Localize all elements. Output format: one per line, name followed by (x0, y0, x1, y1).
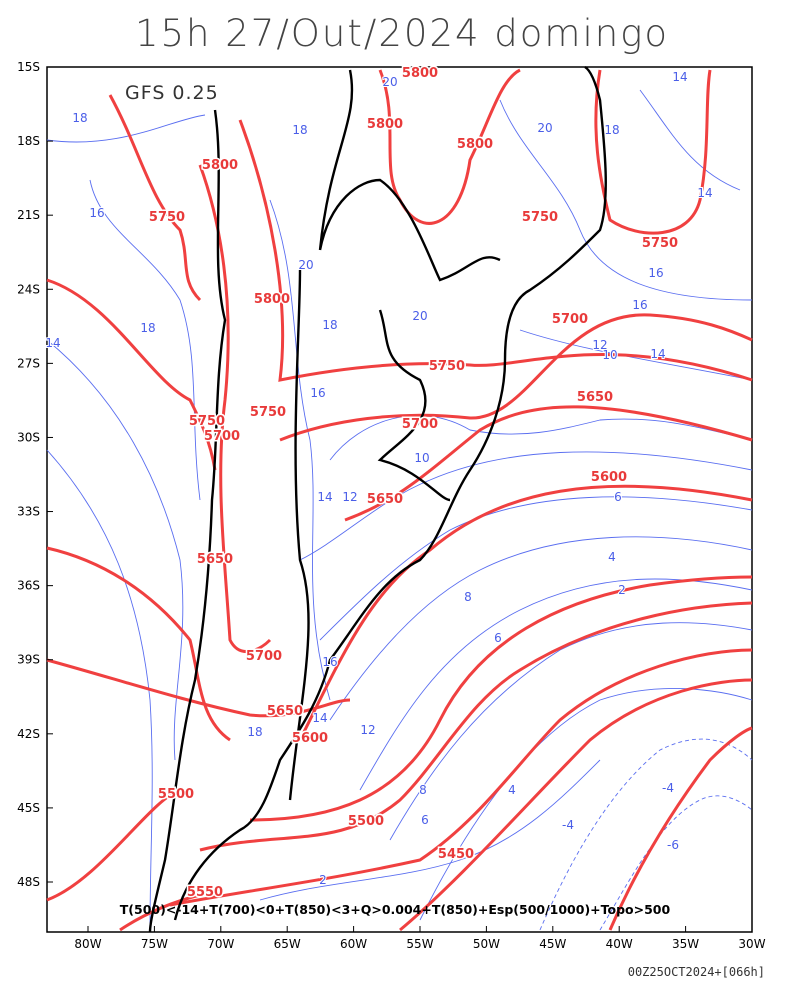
thickness-label: 10 (414, 451, 429, 465)
height-label: 5700 (204, 429, 240, 444)
lat-label: 30S (17, 430, 40, 444)
height-label: 5800 (367, 117, 403, 132)
thickness-label: 20 (412, 309, 427, 323)
height-label: 5750 (250, 405, 286, 420)
lon-label: 65W (274, 937, 301, 951)
lon-label: 70W (207, 937, 234, 951)
thickness-label: 16 (89, 206, 104, 220)
thickness-label: 20 (537, 121, 552, 135)
height-label: 5700 (552, 312, 588, 327)
lat-label: 18S (17, 134, 40, 148)
thickness-label: 12 (360, 723, 375, 737)
lon-label: 35W (672, 937, 699, 951)
thickness-label: 4 (508, 783, 516, 797)
lat-label: 21S (17, 208, 40, 222)
height-label: 5650 (367, 492, 403, 507)
thickness-label: 8 (464, 590, 472, 604)
thickness-label: 2 (618, 583, 626, 597)
height-label: 5750 (149, 210, 185, 225)
thickness-label: 16 (310, 386, 325, 400)
height-label: 5800 (202, 158, 238, 173)
height-label: 5500 (158, 787, 194, 802)
height-label: 5700 (402, 417, 438, 432)
thickness-label: 16 (648, 266, 663, 280)
lat-axis: 15S 18S 21S 24S 27S 30S 33S 36S 39S 42S 45S 48S (17, 60, 53, 889)
thickness-label: 20 (298, 258, 313, 272)
thickness-label: 2 (319, 873, 327, 887)
thickness-label: -6 (667, 838, 679, 852)
lon-label: 55W (406, 937, 433, 951)
thickness-label: 18 (292, 123, 307, 137)
thickness-label: 16 (632, 298, 647, 312)
coastline (148, 65, 607, 933)
thickness-label: 6 (494, 631, 502, 645)
lat-label: 45S (17, 801, 40, 815)
lat-label: 36S (17, 579, 40, 593)
height-label: 5500 (348, 814, 384, 829)
lon-label: 50W (473, 937, 500, 951)
contour-labels: 5800 5800 5800 5800 5800 5750 5750 5750 5750 5750… (44, 65, 713, 902)
thickness-label: 6 (614, 490, 622, 504)
height-label: 5700 (246, 649, 282, 664)
lon-label: 60W (340, 937, 367, 951)
height-label: 5550 (187, 885, 223, 900)
lat-label: 15S (17, 60, 40, 74)
lon-label: 75W (141, 937, 168, 951)
thickness-label: 8 (419, 783, 427, 797)
lon-label: 80W (74, 937, 101, 951)
thickness-label: 18 (247, 725, 262, 739)
footer: 00Z25OCT2024+[066h] (628, 965, 765, 979)
thickness-label: 14 (650, 347, 665, 361)
lat-label: 42S (17, 727, 40, 741)
lat-label: 48S (17, 875, 40, 889)
height-label: 5650 (197, 552, 233, 567)
legend-formula: T(500)<-14+T(700)<0+T(850)<3+Q>0.004+T(8… (120, 902, 671, 917)
thickness-label: 12 (342, 490, 357, 504)
height-label: 5800 (402, 66, 438, 81)
thickness-label: 18 (322, 318, 337, 332)
thickness-label: 6 (421, 813, 429, 827)
title: 15h 27/Out/2024 domingo (135, 12, 669, 55)
model-label: GFS 0.25 (125, 82, 219, 104)
lat-label: 24S (17, 282, 40, 296)
lon-axis: 80W 75W 70W 65W 60W 55W 50W 45W 40W 35W 30W (74, 926, 766, 951)
thickness-label: 14 (45, 336, 60, 350)
thickness-label: 16 (322, 655, 337, 669)
height-label: 5800 (254, 292, 290, 307)
thickness-label: 14 (697, 186, 712, 200)
height-label: 5650 (577, 390, 613, 405)
height-contours (46, 68, 753, 932)
height-label: 5800 (457, 137, 493, 152)
thickness-label: 14 (672, 70, 687, 84)
borders (288, 69, 501, 801)
height-label: 5750 (429, 359, 465, 374)
height-label: 5600 (292, 731, 328, 746)
lon-label: 40W (606, 937, 633, 951)
height-label: 5750 (522, 210, 558, 225)
thickness-label: 4 (608, 550, 616, 564)
height-label: 5600 (591, 470, 627, 485)
thickness-label: 10 (602, 348, 617, 362)
lat-label: 27S (17, 356, 40, 370)
thickness-label: 14 (312, 711, 327, 725)
height-label: 5750 (642, 236, 678, 251)
lat-label: 39S (17, 653, 40, 667)
thickness-label: 18 (604, 123, 619, 137)
thickness-label: 18 (140, 321, 155, 335)
thickness-label: 18 (72, 111, 87, 125)
thickness-label: -4 (562, 818, 574, 832)
thickness-label: 14 (317, 490, 332, 504)
thickness-label: -4 (662, 781, 674, 795)
thickness-label: 20 (382, 75, 397, 89)
height-label: 5650 (267, 704, 303, 719)
thickness-label: 12 (592, 338, 607, 352)
lon-label: 45W (539, 937, 566, 951)
height-label: 5750 (189, 414, 225, 429)
lat-label: 33S (17, 505, 40, 519)
lon-label: 30W (738, 937, 765, 951)
height-label: 5450 (438, 847, 474, 862)
thickness-contours (46, 89, 753, 931)
